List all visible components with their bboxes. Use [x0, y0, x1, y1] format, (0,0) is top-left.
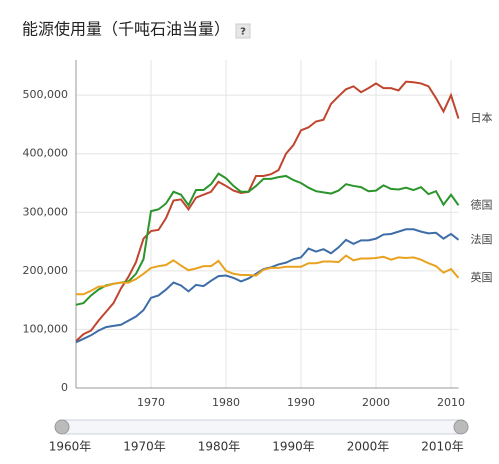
x-tick-label: 1990 — [287, 396, 315, 409]
help-icon[interactable]: ? — [240, 27, 246, 38]
series-label: 日本 — [471, 111, 493, 125]
range-label: 1980年 — [198, 440, 241, 454]
range-label: 1970年 — [123, 440, 166, 454]
series-label: 英国 — [471, 270, 493, 284]
x-tick-label: 2010 — [437, 396, 465, 409]
range-label: 2000年 — [347, 440, 390, 454]
x-tick-label: 1980 — [212, 396, 240, 409]
range-label: 2010年 — [421, 440, 464, 454]
range-label: 1960年 — [49, 440, 92, 454]
series-line — [75, 172, 460, 306]
range-track[interactable] — [61, 419, 462, 435]
y-tick-label: 400,000 — [23, 147, 69, 160]
y-tick-label: 0 — [61, 381, 68, 394]
x-tick-label: 1970 — [137, 396, 165, 409]
range-handle-left[interactable] — [54, 419, 70, 435]
chart-title: 能源使用量（千吨石油当量） — [22, 20, 230, 39]
series-line — [75, 80, 460, 342]
series-line — [75, 228, 460, 344]
y-tick-label: 500,000 — [23, 88, 69, 101]
x-tick-label: 2000 — [362, 396, 390, 409]
help-button[interactable] — [235, 23, 251, 39]
series-label: 法国 — [471, 232, 493, 246]
series-line — [76, 254, 460, 296]
y-tick-label: 200,000 — [23, 264, 69, 277]
series-label: 德国 — [471, 197, 493, 211]
y-tick-label: 100,000 — [23, 322, 69, 335]
range-handle-right[interactable] — [453, 419, 469, 435]
y-tick-label: 300,000 — [23, 205, 69, 218]
range-label: 1990年 — [272, 440, 315, 454]
